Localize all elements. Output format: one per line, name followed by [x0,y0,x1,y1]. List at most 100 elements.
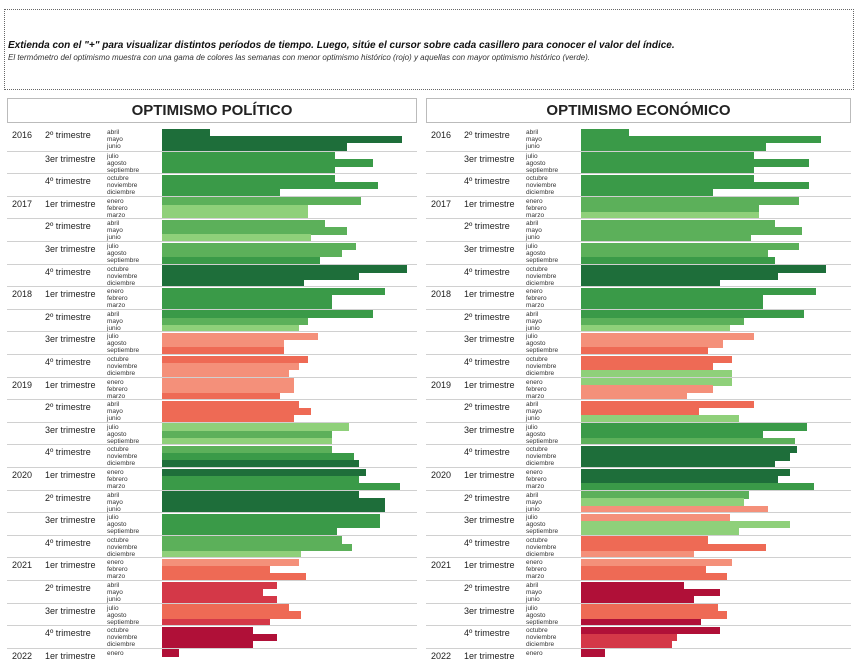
optimism-bar[interactable] [581,385,713,393]
optimism-bar[interactable] [581,370,733,378]
quarter-label[interactable]: 4º trimestre [464,537,510,548]
optimism-bar[interactable] [162,611,302,619]
optimism-bar[interactable] [581,520,790,529]
optimism-bar[interactable] [162,498,386,506]
optimism-bar[interactable] [581,566,706,574]
optimism-bar[interactable] [581,588,721,597]
optimism-bar[interactable] [162,573,306,581]
quarter-label[interactable]: 3er trimestre [45,605,96,616]
optimism-bar[interactable] [581,362,713,371]
quarter-label[interactable]: 1er trimestre [464,560,515,571]
quarter-label[interactable]: 3er trimestre [45,515,96,526]
optimism-bar[interactable] [581,294,764,303]
optimism-bar[interactable] [162,159,374,167]
quarter-label[interactable]: 2º trimestre [45,583,91,593]
optimism-bar[interactable] [162,618,270,627]
optimism-bar[interactable] [162,197,362,205]
optimism-bar[interactable] [581,347,709,355]
optimism-bar[interactable] [162,249,342,258]
optimism-bar[interactable] [162,242,357,250]
optimism-bar[interactable] [162,227,347,235]
optimism-bar[interactable] [581,445,797,454]
quarter-label[interactable]: 1er trimestre [45,198,96,209]
optimism-bar[interactable] [581,287,817,296]
optimism-bar[interactable] [581,430,764,439]
optimism-bar[interactable] [162,302,333,310]
quarter-label[interactable]: 1er trimestre [464,650,515,661]
optimism-bar[interactable] [162,234,311,242]
optimism-bar[interactable] [581,166,754,175]
optimism-bar[interactable] [162,543,352,552]
optimism-bar[interactable] [581,453,790,461]
optimism-bar[interactable] [581,400,754,409]
optimism-bar[interactable] [162,649,179,657]
quarter-label[interactable]: 4º trimestre [464,628,510,639]
quarter-label[interactable]: 3er trimestre [45,334,96,345]
optimism-bar[interactable] [581,211,759,220]
optimism-bar[interactable] [581,558,733,567]
optimism-bar[interactable] [162,483,400,491]
optimism-bar[interactable] [581,513,730,522]
optimism-bar[interactable] [162,604,290,612]
optimism-bar[interactable] [162,355,309,363]
optimism-bar[interactable] [581,649,605,657]
optimism-bar[interactable] [581,633,677,642]
optimism-bar[interactable] [581,528,740,536]
quarter-label[interactable]: 4º trimestre [464,176,510,187]
optimism-bar[interactable] [162,581,278,589]
optimism-bar[interactable] [162,566,270,574]
quarter-label[interactable]: 3er trimestre [464,334,515,345]
optimism-bar[interactable] [581,641,673,649]
optimism-bar[interactable] [162,400,299,409]
optimism-bar[interactable] [581,611,728,619]
optimism-bar[interactable] [581,626,721,635]
quarter-label[interactable]: 4º trimestre [45,537,91,548]
optimism-bar[interactable] [162,317,309,326]
optimism-bar[interactable] [162,272,359,280]
optimism-bar[interactable] [162,340,285,348]
quarter-label[interactable]: 2º trimestre [45,130,91,140]
quarter-label[interactable]: 3er trimestre [45,153,96,164]
optimism-bar[interactable] [162,143,347,151]
optimism-bar[interactable] [581,302,764,310]
quarter-label[interactable]: 2º trimestre [464,221,510,232]
optimism-bar[interactable] [162,415,294,423]
quarter-label[interactable]: 4º trimestre [464,447,510,458]
quarter-label[interactable]: 1er trimestre [464,198,515,209]
optimism-bar[interactable] [162,279,304,288]
quarter-label[interactable]: 1er trimestre [45,379,96,390]
optimism-bar[interactable] [162,626,254,635]
optimism-bar[interactable] [581,543,766,552]
quarter-label[interactable]: 2º trimestre [45,402,91,413]
optimism-bar[interactable] [581,581,685,589]
optimism-bar[interactable] [162,385,294,393]
quarter-label[interactable]: 4º trimestre [464,266,510,277]
optimism-bar[interactable] [162,437,333,446]
optimism-bar[interactable] [162,181,378,190]
optimism-bar[interactable] [162,219,326,228]
optimism-bar[interactable] [581,242,800,250]
optimism-bar[interactable] [162,370,290,378]
optimism-bar[interactable] [581,189,713,197]
optimism-bar[interactable] [162,513,381,522]
optimism-bar[interactable] [581,197,800,205]
optimism-bar[interactable] [162,332,318,341]
quarter-label[interactable]: 1er trimestre [45,289,96,300]
optimism-bar[interactable] [581,219,776,228]
optimism-bar[interactable] [162,174,335,183]
optimism-bar[interactable] [581,272,778,280]
quarter-label[interactable]: 2º trimestre [45,492,91,503]
quarter-label[interactable]: 2º trimestre [464,492,510,503]
optimism-bar[interactable] [581,257,776,265]
quarter-label[interactable]: 3er trimestre [464,153,515,164]
optimism-bar[interactable] [581,573,728,581]
optimism-bar[interactable] [581,204,759,213]
quarter-label[interactable]: 4º trimestre [45,447,91,458]
quarter-label[interactable]: 3er trimestre [464,515,515,526]
quarter-label[interactable]: 1er trimestre [45,650,96,661]
optimism-bar[interactable] [581,460,776,468]
optimism-bar[interactable] [581,355,733,363]
optimism-bar[interactable] [162,310,374,318]
optimism-bar[interactable] [162,166,335,175]
optimism-bar[interactable] [581,143,766,151]
